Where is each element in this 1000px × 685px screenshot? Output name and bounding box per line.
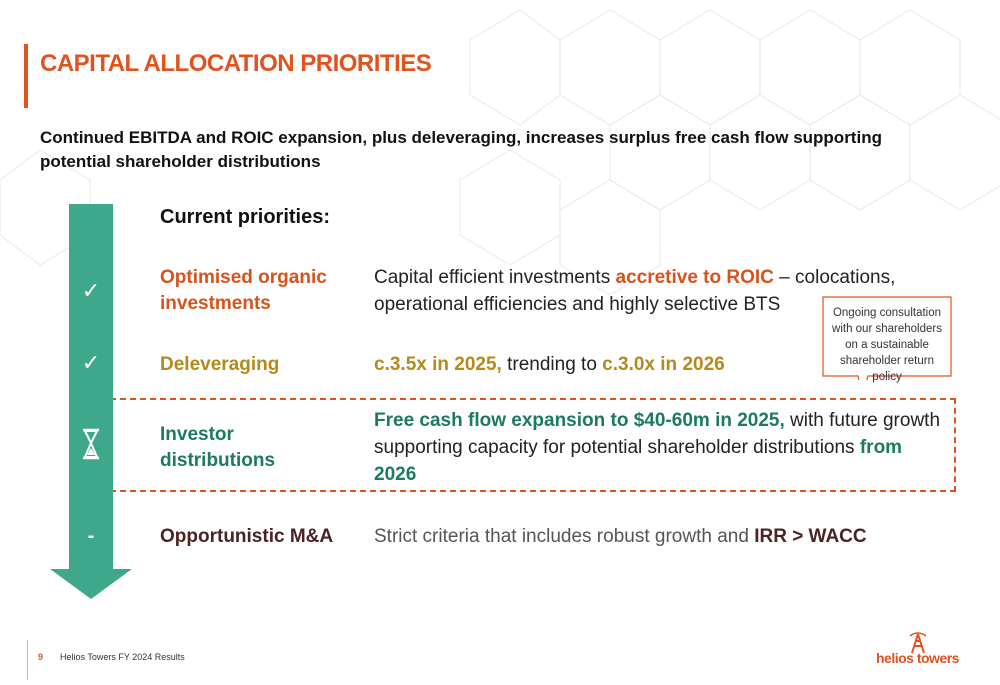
callout-text: Ongoing consultation with our shareholde…	[832, 307, 942, 383]
dash-icon: -	[87, 525, 95, 547]
priority-label: Deleveraging	[160, 354, 280, 375]
priority-description: Free cash flow expansion to $40-60m in 2…	[374, 410, 941, 485]
tower-icon	[909, 632, 927, 654]
priority-description: Capital efficient investments accretive …	[374, 267, 896, 315]
footer-text: Helios Towers FY 2024 Results	[60, 652, 185, 662]
checkmark-icon: ✓	[81, 350, 101, 375]
page-title: CAPITAL ALLOCATION PRIORITIES	[40, 50, 432, 77]
title-accent-bar	[24, 44, 28, 108]
page-number: 9	[38, 652, 44, 662]
priority-description: c.3.5x in 2025, trending to c.3.0x in 20…	[374, 354, 725, 375]
subtitle: Continued EBITDA and ROIC expansion, plu…	[40, 128, 882, 171]
hourglass-icon	[83, 428, 99, 460]
checkmark-icon: ✓	[81, 278, 101, 303]
callout-box	[822, 296, 952, 380]
footer-divider	[27, 640, 28, 680]
priority-label: Opportunistic M&A	[160, 526, 334, 547]
priority-arrow	[50, 204, 132, 599]
priority-label: Optimised organic investments	[160, 267, 327, 314]
section-heading: Current priorities:	[160, 206, 331, 228]
company-logo: helios towers	[876, 650, 959, 666]
priority-label: Investor distributions	[160, 424, 276, 471]
priority-description: Strict criteria that includes robust gro…	[374, 526, 867, 547]
